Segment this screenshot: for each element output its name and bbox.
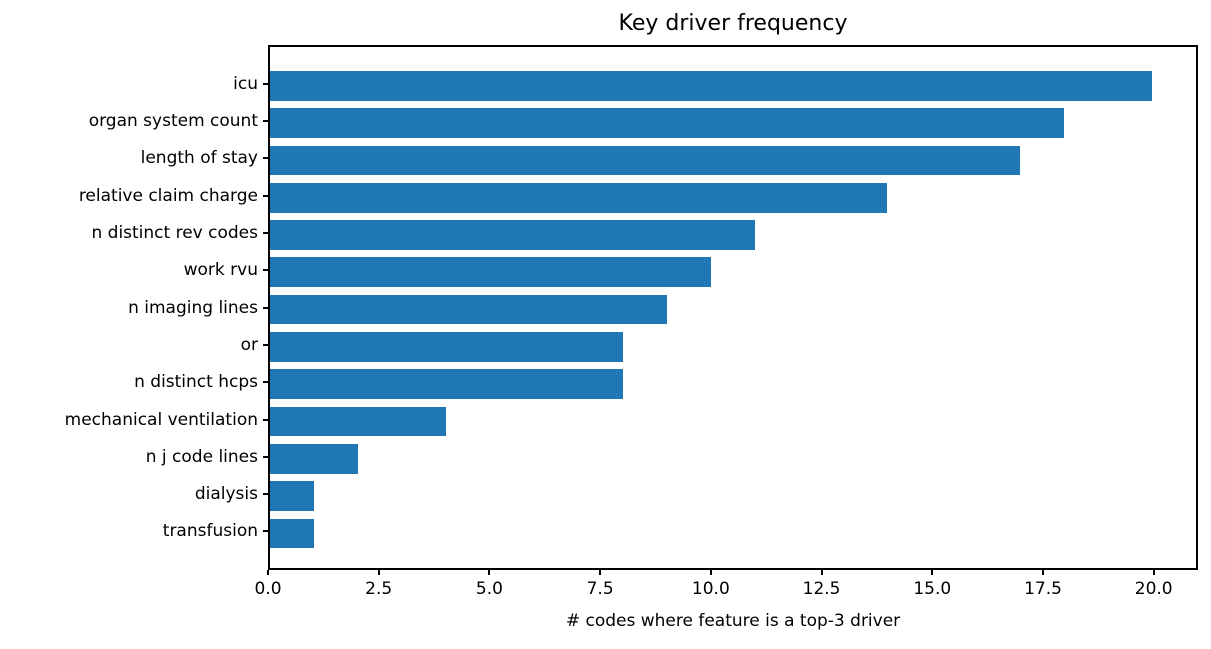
- y-tick-label: n imaging lines: [128, 297, 258, 318]
- bar-organ-system-count: [270, 108, 1064, 138]
- y-tick-mark: [263, 269, 268, 272]
- bar-work-rvu: [270, 257, 711, 288]
- y-axis-labels: icu organ system count length of stay relat…: [0, 45, 258, 570]
- bar-transfusion: [270, 518, 315, 549]
- y-tick-mark: [263, 381, 268, 384]
- x-tick-mark: [709, 570, 712, 575]
- y-tick-mark: [263, 120, 268, 123]
- y-tick-label: or: [240, 334, 258, 355]
- bar-mechanical-ventilation: [270, 406, 447, 437]
- y-tick-mark: [263, 306, 268, 309]
- bar-n-distinct-hcps: [270, 369, 623, 400]
- y-tick-label: relative claim charge: [78, 185, 258, 206]
- y-tick-mark: [263, 343, 268, 346]
- y-tick-label: n distinct rev codes: [91, 223, 258, 243]
- y-tick-mark: [263, 530, 268, 533]
- y-tick-label: length of stay: [140, 148, 258, 169]
- bar-dialysis: [270, 481, 315, 511]
- x-tick-label: 20.0: [1134, 579, 1173, 599]
- y-tick-mark: [263, 157, 268, 160]
- x-tick-label: 12.5: [802, 579, 841, 599]
- x-tick-mark: [599, 570, 602, 575]
- y-tick-mark: [263, 455, 268, 458]
- y-tick-mark: [263, 493, 268, 496]
- plot-area: [268, 45, 1198, 570]
- x-tick-mark: [931, 570, 934, 575]
- x-tick-label: 10.0: [691, 579, 730, 599]
- y-tick-label: n j code lines: [145, 446, 258, 467]
- x-tick-mark: [820, 570, 823, 575]
- x-tick-label: 17.5: [1024, 579, 1062, 599]
- x-tick-label: 2.5: [365, 579, 393, 599]
- y-tick-label: icu: [233, 73, 258, 94]
- bar-or: [270, 332, 623, 362]
- bar-length-of-stay: [270, 145, 1020, 176]
- chart-title: Key driver frequency: [618, 11, 848, 36]
- y-tick-label: n distinct hcps: [134, 372, 258, 393]
- x-tick-label: 15.0: [913, 579, 952, 599]
- y-tick-label: mechanical ventilation: [64, 409, 258, 430]
- bar-relative-claim-charge: [270, 182, 888, 213]
- bar-n-distinct-rev-codes: [270, 220, 756, 250]
- x-tick-mark: [1152, 570, 1155, 575]
- x-axis-label: # codes where feature is a top-3 driver: [565, 611, 901, 631]
- y-tick-mark: [263, 82, 268, 85]
- x-tick-mark: [1042, 570, 1044, 575]
- y-tick-mark: [263, 418, 268, 421]
- bar-n-j-code-lines: [270, 443, 359, 474]
- bars-container: [270, 47, 1196, 568]
- y-tick-mark: [263, 232, 268, 234]
- x-tick-mark: [488, 570, 491, 575]
- y-tick-label: dialysis: [194, 484, 258, 505]
- x-tick-label: 7.5: [586, 579, 614, 599]
- y-tick-label: work rvu: [183, 260, 258, 281]
- x-tick-mark: [377, 570, 380, 575]
- x-tick-label: 0.0: [254, 579, 282, 599]
- x-tick-mark: [267, 570, 269, 575]
- y-tick-label: organ system count: [88, 111, 258, 132]
- y-tick-mark: [263, 194, 268, 197]
- bar-icu: [270, 70, 1152, 101]
- y-tick-label: transfusion: [162, 521, 258, 542]
- x-tick-label: 5.0: [475, 579, 503, 599]
- bar-n-imaging-lines: [270, 294, 667, 325]
